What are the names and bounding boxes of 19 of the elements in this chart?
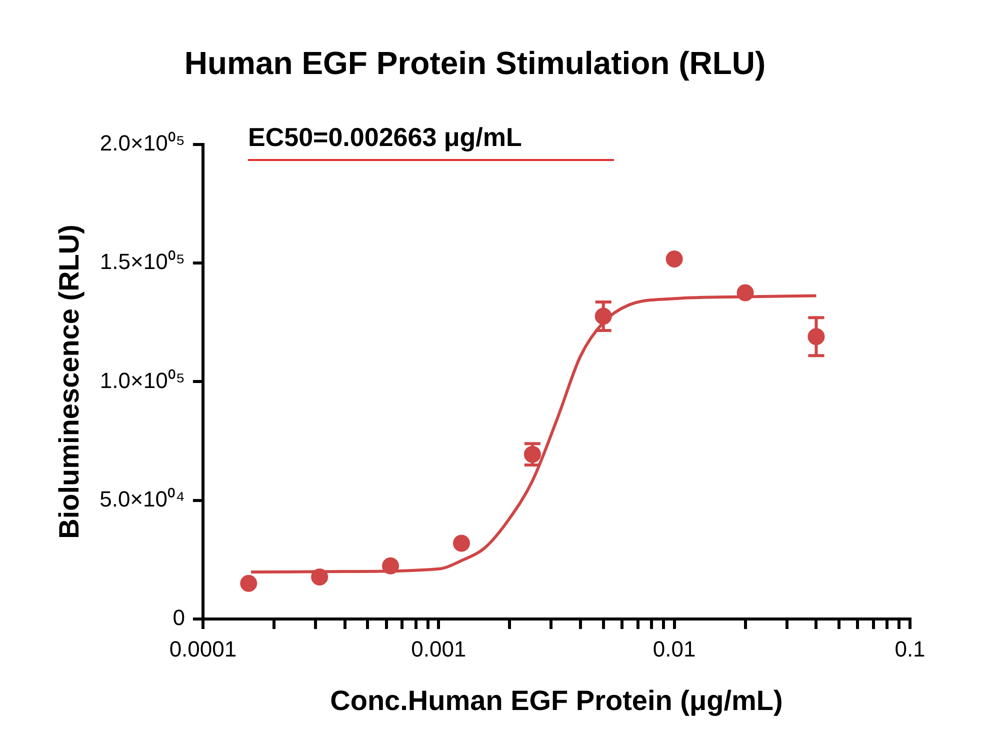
y-tick-label: 1.0×10⁰⁵	[100, 368, 185, 393]
x-tick-label: 0.001	[411, 636, 466, 662]
y-tick-label: 2.0×10⁰⁵	[100, 130, 185, 156]
y-tick-label: 5.0×10⁰⁴	[100, 486, 185, 512]
point	[382, 557, 400, 574]
x-tick-label: 0.01	[652, 636, 696, 662]
point	[311, 568, 328, 586]
y-tick-label: 1.5×10⁰⁵	[100, 249, 185, 274]
point	[240, 574, 258, 592]
x-tick-label: 0.1	[894, 636, 926, 662]
point	[666, 250, 683, 268]
x-tick-label: 0.0001	[169, 636, 237, 662]
y-tick-label: 0	[172, 605, 185, 630]
point	[736, 284, 754, 302]
x-axis-title: Conc.Human EGF Protein (μg/mL)	[330, 684, 783, 716]
chart-title: Human EGF Protein Stimulation (RLU)	[184, 45, 766, 82]
point	[452, 534, 470, 552]
y-axis-title: Bioluminescence (RLU)	[54, 224, 85, 539]
annotation: EC50=0.002663 μg/mL	[248, 122, 614, 161]
